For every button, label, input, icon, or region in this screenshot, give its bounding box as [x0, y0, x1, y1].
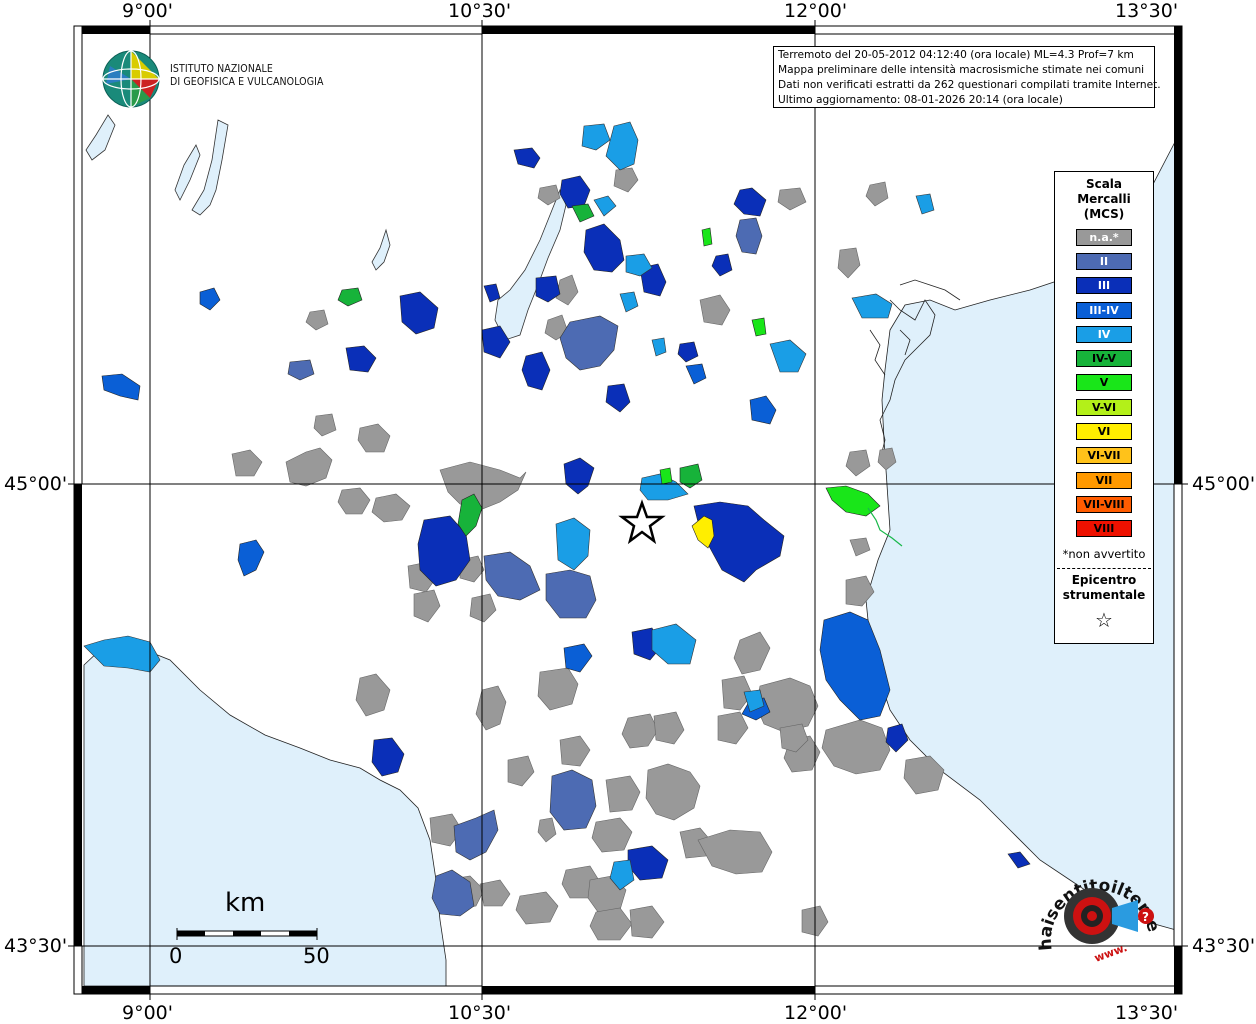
scale-zero: 0: [169, 944, 183, 968]
municipalities-IV-V: [337, 203, 703, 537]
event-info-line: Terremoto del 20-05-2012 04:12:40 (ora l…: [778, 49, 1134, 61]
legend-row: IV-V: [1055, 346, 1153, 370]
lon-tick-label: 10°30': [448, 1002, 512, 1024]
legend-row: III-IV: [1055, 298, 1153, 322]
legend-swatch: IV-V: [1076, 350, 1132, 368]
legend-title: Scala Mercalli (MCS): [1055, 177, 1153, 222]
legend-swatch: VIII: [1076, 520, 1132, 538]
municipalities-III: [345, 147, 1031, 881]
lon-tick-label: 9°00': [122, 0, 173, 22]
legend-swatch: VII-VIII: [1076, 495, 1132, 513]
map-frame: [68, 20, 1188, 1000]
legend-separator: [1057, 567, 1151, 569]
epicenter-legend-label: Epicentro strumentale: [1055, 573, 1153, 603]
municipality-VI: [691, 515, 715, 549]
lake-como: [174, 119, 229, 216]
hsit-emblem: haisentitoilterremoto.it www. ?: [1021, 845, 1163, 965]
epicenter-legend-line: strumentale: [1062, 587, 1146, 602]
lon-tick-label: 13°30': [1115, 0, 1179, 22]
lake-maggiore: [85, 114, 116, 161]
legend-swatch: n.a.*: [1076, 228, 1132, 246]
event-info-line: Mappa preliminare delle intensità macros…: [778, 64, 1145, 76]
municipalities-III-IV: [101, 287, 891, 721]
event-info-line: Ultimo aggiornamento: 08-01-2026 20:14 (…: [778, 94, 1063, 106]
legend-row: III: [1055, 274, 1153, 298]
mcs-legend: Scala Mercalli (MCS) n.a.* II III III-IV IV I…: [1054, 171, 1154, 644]
lon-tick-label: 12°00': [784, 1002, 848, 1024]
legend-row: n.a.*: [1055, 225, 1153, 249]
lat-tick-label: 43°30': [1192, 935, 1256, 957]
epicenter-legend-line: Epicentro: [1071, 572, 1137, 587]
legend-row: VII: [1055, 468, 1153, 492]
legend-title-line: (MCS): [1083, 207, 1125, 221]
legend-swatch: III-IV: [1076, 301, 1132, 319]
lat-tick-label: 45°00': [1192, 473, 1256, 495]
scale-fifty: 50: [303, 944, 330, 968]
globe-icon: [102, 50, 160, 108]
scale-unit: km: [225, 888, 266, 918]
legend-swatch: VI: [1076, 423, 1132, 441]
legend-row: V-VI: [1055, 395, 1153, 419]
legend-swatch: V: [1076, 374, 1132, 392]
event-info-line: Dati non verificati estratti da 262 ques…: [778, 79, 1161, 91]
legend-title-line: Scala: [1085, 177, 1123, 191]
ingv-name: ISTITUTO NAZIONALE DI GEOFISICA E VULCAN…: [170, 63, 324, 89]
hsit-www: www.: [1093, 941, 1129, 965]
legend-swatch: II: [1076, 252, 1132, 270]
legend-swatch: IV: [1076, 325, 1132, 343]
municipalities-IV: [83, 121, 935, 891]
epicenter-star: [618, 499, 666, 545]
ingv-logo: [100, 48, 315, 110]
scale-bar: km 0 50: [165, 888, 335, 968]
lat-tick-label: 43°30': [4, 935, 68, 957]
ingv-line-2: DI GEOFISICA E VULCANOLOGIA: [170, 76, 324, 88]
legend-swatch: V-VI: [1076, 398, 1132, 416]
legend-swatch: VII: [1076, 471, 1132, 489]
legend-swatch: VI-VII: [1076, 447, 1132, 465]
legend-row: VI: [1055, 419, 1153, 443]
svg-text:?: ?: [1142, 910, 1149, 924]
event-info-box: Terremoto del 20-05-2012 04:12:40 (ora l…: [773, 46, 1161, 108]
graticule: [74, 26, 1182, 994]
epicenter-legend-star-icon: ☆: [1095, 607, 1113, 632]
ingv-line-1: ISTITUTO NAZIONALE: [170, 63, 273, 75]
lake-iseo: [371, 228, 391, 271]
legend-title-line: Mercalli: [1077, 192, 1131, 206]
legend-swatch: III: [1076, 277, 1132, 295]
legend-row: VII-VIII: [1055, 492, 1153, 516]
municipalities-II: [287, 217, 763, 917]
legend-row: VIII: [1055, 517, 1153, 541]
legend-row: V: [1055, 371, 1153, 395]
lon-tick-label: 12°00': [784, 0, 848, 22]
scale-bar-graphic: [176, 928, 318, 940]
legend-row: IV: [1055, 322, 1153, 346]
lon-tick-label: 13°30': [1115, 1002, 1179, 1024]
legend-note: *non avvertito: [1062, 546, 1146, 561]
legend-row: VI-VII: [1055, 444, 1153, 468]
municipalities-V: [659, 227, 881, 517]
hsit-logo: haisentitoilterremoto.it www. ?: [1021, 845, 1170, 975]
lon-tick-label: 10°30': [448, 0, 512, 22]
legend-row: II: [1055, 249, 1153, 273]
lon-tick-label: 9°00': [122, 1002, 173, 1024]
lat-tick-label: 45°00': [4, 473, 68, 495]
legend-swatches: n.a.* II III III-IV IV IV-V V V-VI VI VI-VII VII VI…: [1055, 225, 1153, 541]
